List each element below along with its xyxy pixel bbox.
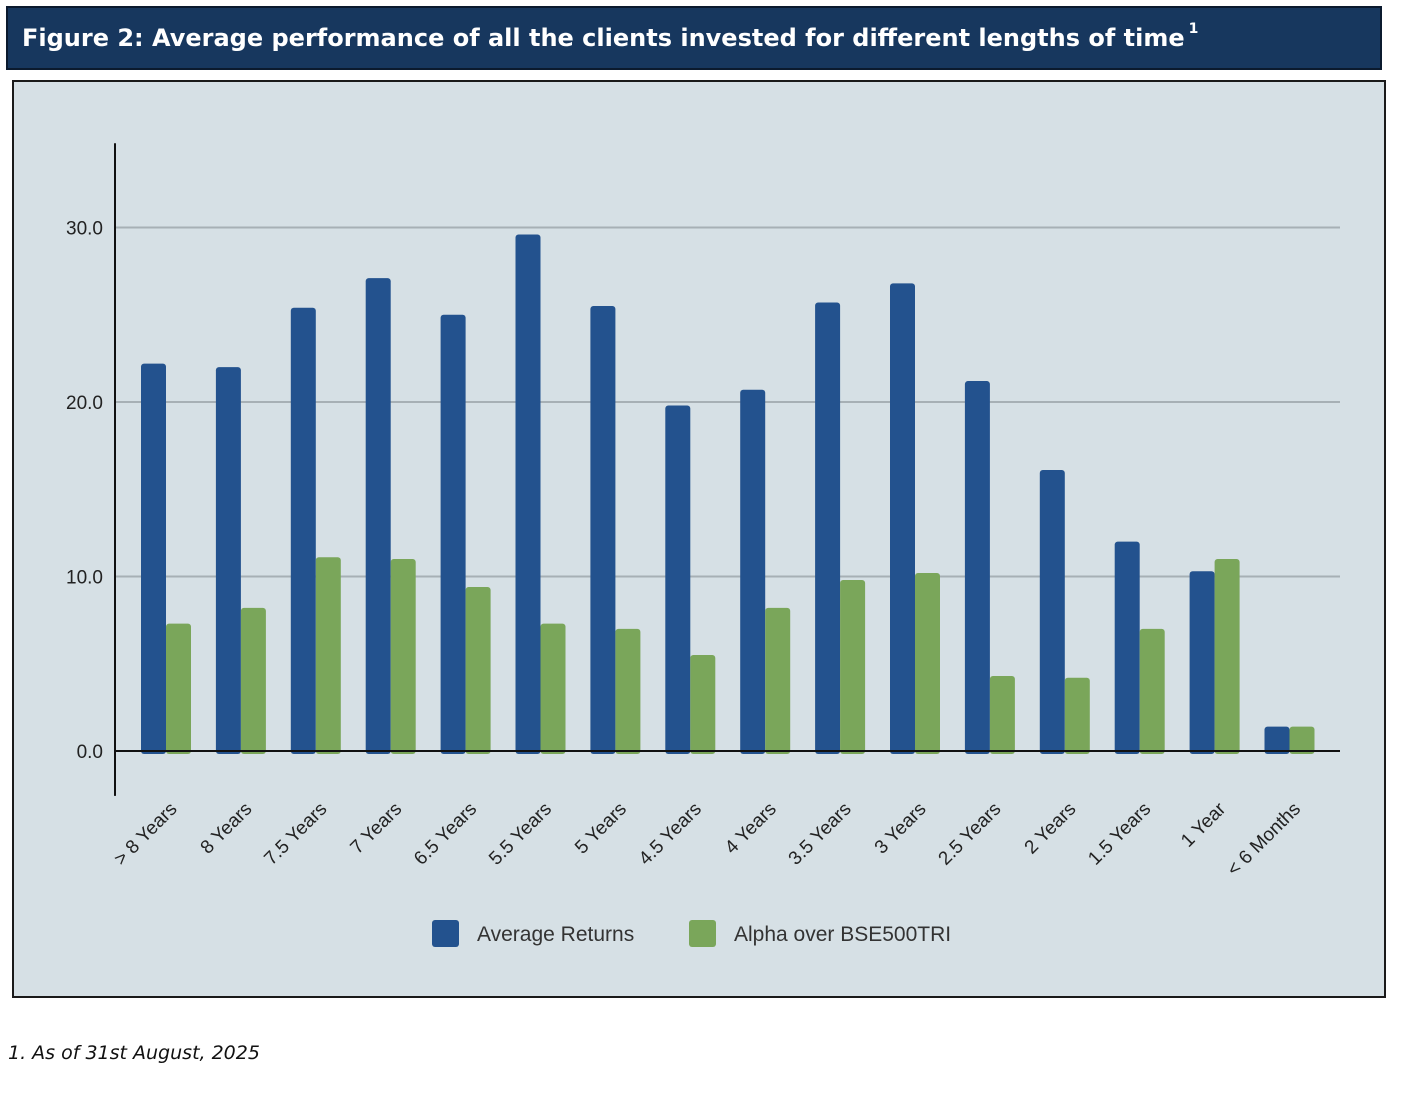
- bar-alpha: [915, 573, 940, 754]
- bar-average-returns: [1189, 571, 1215, 754]
- figure-title: Figure 2: Average performance of all the…: [22, 21, 1199, 52]
- x-tick-label: 7 Years: [347, 799, 407, 859]
- x-tick-label: 2 Years: [1021, 799, 1081, 859]
- x-tick-label: 5 Years: [571, 799, 631, 859]
- title-footnote-marker: 1: [1188, 21, 1199, 37]
- bar-alpha: [1289, 726, 1315, 754]
- bar-alpha: [1139, 628, 1165, 754]
- bar-alpha: [615, 628, 641, 754]
- x-tick-label: 1.5 Years: [1084, 799, 1155, 870]
- legend-label: Alpha over BSE500TRI: [734, 923, 951, 946]
- y-tick-label: 20.0: [66, 393, 103, 414]
- bar-average-returns: [740, 389, 766, 754]
- bar-alpha: [989, 675, 1015, 754]
- chart-frame: 0.0 10.0 20.0 30.0 > 8 Years 8 Years 7.5 Years…: [12, 80, 1386, 998]
- x-tick-label: 7.5 Years: [260, 799, 331, 870]
- x-tick-label: 3 Years: [871, 799, 931, 859]
- x-tick-label: 8 Years: [197, 799, 257, 859]
- footnote: 1. As of 31st August, 2025: [8, 1042, 260, 1064]
- bar-alpha: [390, 559, 416, 754]
- x-tick-label: 2.5 Years: [935, 799, 1006, 870]
- x-tick-label: 3.5 Years: [785, 799, 856, 870]
- bar-average-returns: [141, 363, 166, 754]
- legend-swatch: [689, 920, 716, 947]
- bar-average-returns: [440, 314, 466, 754]
- y-tick-label: 0.0: [77, 742, 103, 763]
- bar-average-returns: [964, 381, 990, 754]
- figure-title-bar: Figure 2: Average performance of all the…: [6, 6, 1382, 70]
- bar-average-returns: [365, 278, 391, 754]
- legend-swatch: [432, 920, 459, 947]
- bar-alpha: [1064, 677, 1090, 754]
- bar-chart: 0.0 10.0 20.0 30.0 > 8 Years 8 Years 7.5 Years…: [66, 143, 1340, 947]
- bar-average-returns: [1039, 470, 1065, 754]
- x-tick-label: 1 Year: [1177, 798, 1230, 851]
- x-tick-label: 6.5 Years: [410, 799, 481, 870]
- y-tick-label: 30.0: [66, 219, 103, 240]
- bar-average-returns: [290, 307, 316, 754]
- legend-label: Average Returns: [477, 923, 634, 946]
- bar-average-returns: [1264, 726, 1290, 754]
- bar-alpha: [690, 655, 716, 754]
- bar-average-returns: [815, 302, 841, 754]
- y-tick-label: 10.0: [66, 568, 103, 589]
- bar-alpha: [166, 623, 191, 754]
- bar-alpha: [1214, 559, 1240, 754]
- x-tick-label: 4 Years: [721, 799, 781, 859]
- x-tick-label: 5.5 Years: [485, 799, 556, 870]
- bar-alpha: [840, 579, 866, 754]
- bar-average-returns: [215, 367, 241, 754]
- x-tick-label: < 6 Months: [1223, 799, 1305, 881]
- bar-alpha: [315, 557, 341, 754]
- bar-alpha: [240, 607, 266, 754]
- bar-average-returns: [890, 283, 915, 754]
- bar-average-returns: [515, 234, 541, 755]
- x-tick-label: 4.5 Years: [635, 799, 706, 870]
- x-tick-label: > 8 Years: [110, 799, 181, 870]
- bar-average-returns: [1114, 541, 1140, 754]
- bar-alpha: [765, 607, 791, 754]
- bar-average-returns: [590, 306, 616, 754]
- bar-alpha: [540, 623, 566, 754]
- bar-alpha: [465, 586, 491, 754]
- bar-average-returns: [665, 405, 691, 754]
